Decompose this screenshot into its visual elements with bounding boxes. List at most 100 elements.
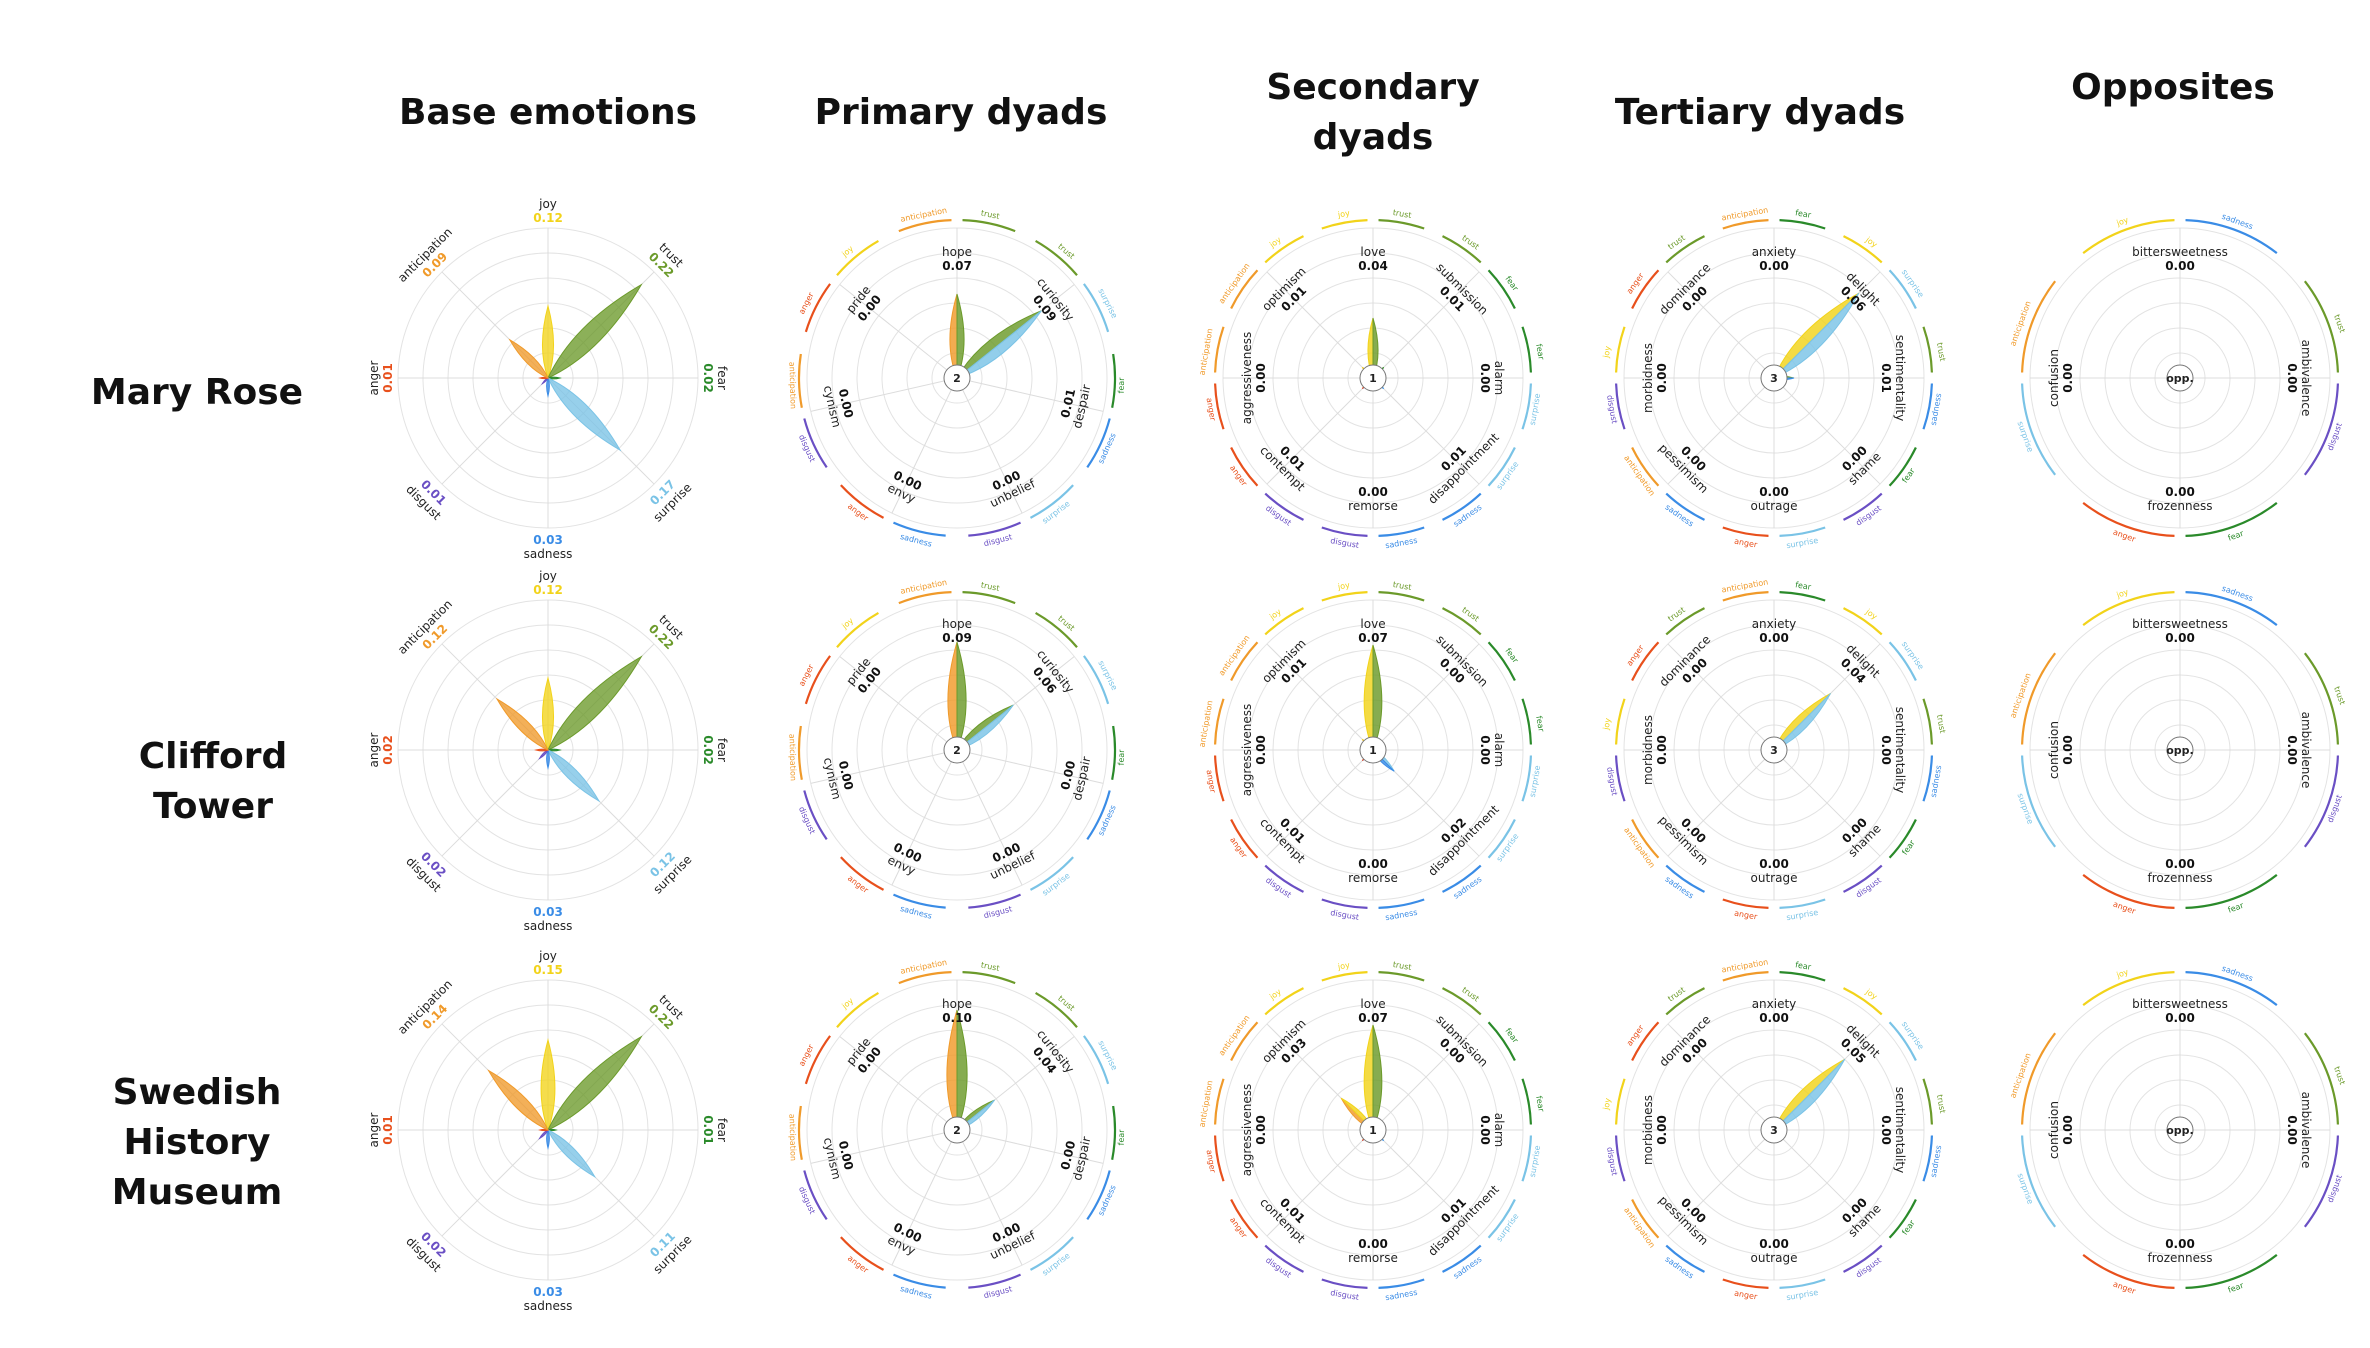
component-label-trust: trust (980, 961, 1000, 974)
axis-label-aggressiveness: aggressiveness (1240, 1084, 1254, 1176)
value-label-cynism: 0.00 (836, 387, 856, 419)
component-arc-disgust (2303, 1135, 2339, 1228)
petal-surprise (546, 376, 622, 452)
component-label-surprise: surprise (1786, 1288, 1819, 1302)
grid-spoke (839, 656, 958, 751)
component-label-surprise: surprise (1096, 287, 1119, 320)
component-label-joy: joy (1601, 1097, 1612, 1111)
grid-spoke (1667, 1129, 1775, 1237)
component-arc-surprise (1521, 1135, 1532, 1182)
center-disc (1760, 1116, 1788, 1144)
value-label-alarm: 0.00 (1478, 735, 1492, 765)
center-label: 3 (1770, 372, 1778, 385)
component-arc-disgust (1615, 1135, 1626, 1182)
component-arc-trust (1922, 326, 1933, 373)
component-arc-sadness (1665, 864, 1705, 893)
component-label-sadness: sadness (1664, 875, 1696, 901)
component-label-sadness: sadness (1385, 1288, 1419, 1302)
center-disc (1359, 1116, 1387, 1144)
component-arc-anger (804, 283, 831, 333)
value-label-morbidness: 0.00 (1655, 363, 1669, 393)
axis-label-hope: hope (942, 997, 972, 1011)
component-arc-trust (962, 970, 1016, 985)
component-label-joy: joy (2115, 587, 2130, 600)
component-arc-trust (1378, 218, 1425, 230)
component-label-anticipation: anticipation (787, 1114, 797, 1161)
component-label-trust: trust (2332, 685, 2347, 706)
component-label-surprise: surprise (1900, 1020, 1926, 1052)
component-arc-surprise (1888, 1021, 1917, 1061)
component-label-disgust: disgust (797, 433, 817, 463)
component-arc-fear (2185, 501, 2278, 538)
petal-love-trust (1372, 644, 1383, 751)
grid-spoke (1773, 377, 1881, 485)
component-arc-anger (2082, 1253, 2175, 1289)
axis-label-aggressiveness: aggressiveness (1240, 704, 1254, 796)
component-arc-disgust (1843, 492, 1883, 521)
component-arc-fear (2185, 873, 2278, 910)
component-label-anger: anger (1625, 271, 1646, 296)
value-label-cynism: 0.00 (836, 1139, 856, 1171)
component-arc-trust (962, 218, 1016, 233)
axis-label-love: love (1360, 245, 1385, 259)
value-label-bittersweetness: 0.00 (2165, 631, 2195, 645)
component-label-joy: joy (2115, 215, 2130, 228)
petal-anticipation (508, 338, 550, 380)
component-arc-anticipation (1631, 819, 1660, 859)
component-label-anger: anger (1733, 537, 1758, 550)
component-arc-fear (1521, 326, 1532, 373)
component-label-surprise: surprise (1900, 268, 1926, 300)
component-arc-disgust (1264, 864, 1304, 893)
axis-label-fear: fear (715, 1118, 729, 1142)
component-label-disgust: disgust (983, 1284, 1013, 1300)
component-label-anticipation: anticipation (1198, 700, 1215, 748)
component-label-sadness: sadness (899, 904, 933, 921)
axis-label-bittersweetness: bittersweetness (2132, 617, 2228, 631)
grid-spoke (810, 749, 958, 784)
grid-spoke (1773, 749, 1881, 857)
axis-label-outrage: outrage (1751, 871, 1798, 885)
value-label-sentimentality: 0.00 (1879, 735, 1893, 765)
component-arc-trust (1922, 698, 1933, 745)
component-arc-sadness (1086, 418, 1111, 469)
component-label-anticipation: anticipation (787, 362, 797, 409)
axis-label-hope: hope (942, 245, 972, 259)
column-title-opposites: Opposites (2071, 67, 2275, 108)
component-arc-sadness (1922, 755, 1933, 802)
petal-love-trust (1372, 1024, 1383, 1131)
value-label-confusion: 0.00 (2061, 735, 2075, 765)
component-arc-joy (1843, 607, 1883, 636)
component-label-joy: joy (1336, 209, 1350, 220)
component-arc-surprise (1521, 755, 1532, 802)
component-label-disgust: disgust (1854, 876, 1883, 900)
component-label-joy: joy (1601, 717, 1612, 731)
component-label-disgust: disgust (2326, 422, 2344, 452)
component-label-disgust: disgust (1330, 536, 1360, 550)
component-arc-trust (1922, 1078, 1933, 1125)
axis-label-joy: joy (538, 569, 557, 583)
center-label: opp. (2166, 372, 2193, 385)
component-label-joy: joy (1336, 581, 1350, 592)
grid-spoke (839, 1036, 958, 1131)
row-title-mary-rose: Mary Rose (90, 372, 304, 413)
component-arc-fear (1888, 819, 1917, 859)
component-arc-anticipation (898, 218, 952, 233)
axis-label-sadness: sadness (524, 919, 573, 933)
component-arc-trust (1035, 991, 1078, 1028)
component-arc-sadness (1086, 1170, 1111, 1221)
component-arc-joy (1615, 326, 1626, 373)
component-label-fear: fear (2227, 529, 2246, 543)
component-label-sadness: sadness (899, 1284, 933, 1301)
component-label-trust: trust (2332, 1065, 2347, 1086)
